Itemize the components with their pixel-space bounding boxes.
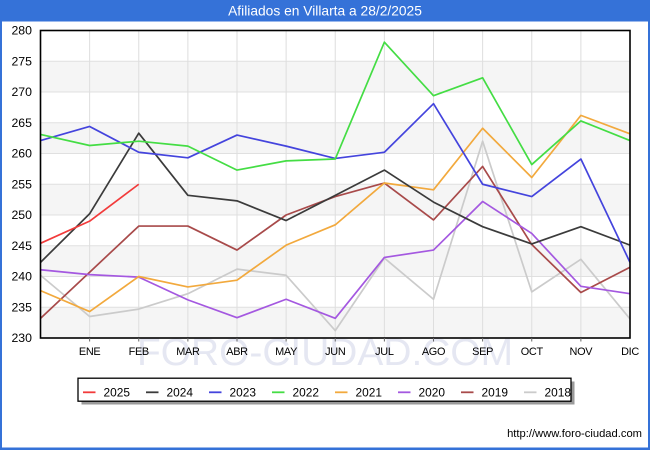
svg-text:JUL: JUL [375,346,394,358]
svg-text:http://www.foro-ciudad.com: http://www.foro-ciudad.com [507,428,642,440]
svg-text:270: 270 [11,85,32,99]
svg-text:SEP: SEP [472,346,493,358]
svg-text:AGO: AGO [422,346,445,358]
svg-text:MAY: MAY [275,346,298,358]
svg-text:2024: 2024 [167,386,194,400]
svg-text:ABR: ABR [226,346,248,358]
svg-text:NOV: NOV [570,346,594,358]
svg-text:230: 230 [11,331,32,345]
svg-text:255: 255 [11,177,32,191]
svg-text:MAR: MAR [176,346,200,358]
svg-text:ENE: ENE [79,346,101,358]
svg-text:FORO-CIUDAD.COM: FORO-CIUDAD.COM [137,332,513,374]
svg-text:265: 265 [11,116,32,130]
svg-text:Afiliados en Villarta a 28/2/2: Afiliados en Villarta a 28/2/2025 [228,4,422,19]
svg-text:260: 260 [11,147,32,161]
svg-text:280: 280 [11,24,32,38]
svg-text:2019: 2019 [482,386,509,400]
svg-text:245: 245 [11,239,32,253]
svg-text:240: 240 [11,270,32,284]
svg-text:2022: 2022 [293,386,320,400]
svg-text:250: 250 [11,208,32,222]
svg-text:235: 235 [11,300,32,314]
svg-text:DIC: DIC [621,346,639,358]
svg-text:2020: 2020 [419,386,446,400]
svg-text:2018: 2018 [545,386,572,400]
svg-text:2021: 2021 [356,386,383,400]
svg-text:275: 275 [11,54,32,68]
svg-text:JUN: JUN [325,346,345,358]
svg-text:2025: 2025 [104,386,131,400]
svg-text:OCT: OCT [521,346,544,358]
svg-text:FEB: FEB [129,346,149,358]
svg-text:2023: 2023 [230,386,257,400]
